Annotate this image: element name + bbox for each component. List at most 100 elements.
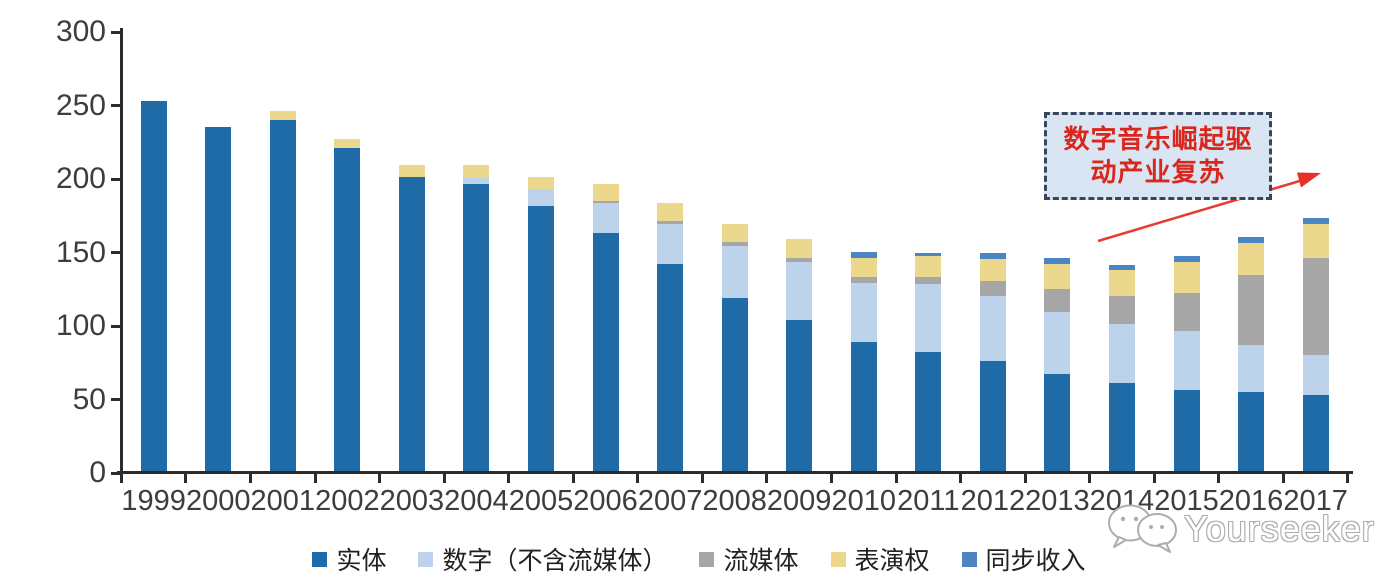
bar-segment-2012 (979, 360, 1006, 471)
x-axis-label-2004: 2004 (444, 485, 509, 517)
bar-segment-2015 (1173, 262, 1200, 294)
x-tick (313, 474, 317, 483)
bar-segment-2012 (979, 259, 1006, 282)
y-tick (111, 324, 120, 328)
x-axis-label-2002: 2002 (315, 485, 380, 517)
bar-segment-2016 (1238, 344, 1265, 392)
bar-segment-2016 (1238, 275, 1265, 345)
x-tick (1346, 474, 1350, 483)
bar-segment-2017 (1302, 218, 1329, 225)
x-tick (1152, 474, 1156, 483)
x-axis-label-2003: 2003 (379, 485, 445, 517)
bar-segment-2014 (1108, 296, 1135, 324)
x-axis-label-1999: 1999 (121, 485, 186, 517)
x-axis-label-2001: 2001 (250, 485, 316, 517)
x-tick (442, 474, 446, 483)
x-axis-label-2007: 2007 (637, 485, 703, 517)
bar-segment-2003 (398, 177, 425, 471)
x-axis-label-2008: 2008 (702, 485, 767, 517)
bar-segment-2008 (721, 224, 748, 242)
bar-segment-2010 (850, 341, 877, 471)
bar-segment-2017 (1302, 354, 1329, 395)
bar-segment-2015 (1173, 256, 1200, 263)
annotation-box: 数字音乐崛起驱 动产业复苏 (1044, 112, 1272, 200)
bar-segment-2005 (528, 188, 554, 207)
x-tick (378, 474, 382, 483)
bar-segment-2009 (786, 262, 813, 320)
y-tick (111, 251, 120, 254)
bar-segment-2007 (657, 263, 684, 471)
bar-segment-2015 (1173, 293, 1200, 332)
x-axis-label-2015: 2015 (1154, 485, 1219, 517)
y-axis-line (120, 28, 123, 474)
bar-segment-2011 (915, 253, 942, 257)
x-axis-label-2009: 2009 (766, 485, 832, 517)
bar-segment-2007 (657, 224, 684, 264)
bar-segment-2007 (657, 221, 684, 225)
bar-segment-2013 (1044, 312, 1071, 374)
bar-segment-2004 (463, 165, 490, 179)
y-tick (111, 398, 120, 401)
legend-swatch (418, 551, 434, 567)
bar-segment-2006 (592, 203, 619, 233)
legend-swatch (699, 551, 715, 567)
bar-segment-2015 (1173, 331, 1200, 391)
bar-segment-2006 (592, 184, 619, 201)
legend-swatch (961, 551, 977, 567)
bar-segment-2001 (269, 119, 296, 471)
bar-segment-2016 (1238, 243, 1265, 276)
bar-segment-2013 (1044, 257, 1071, 264)
legend-label: 同步收入 (985, 547, 1086, 575)
x-tick (829, 474, 833, 483)
legend-item: 表演权 (830, 541, 930, 577)
bar-segment-2004 (463, 184, 490, 471)
y-axis-label: 200 (55, 162, 106, 195)
bar-segment-2010 (850, 282, 877, 342)
y-tick (111, 30, 120, 34)
x-tick (1023, 474, 1027, 483)
y-tick (111, 471, 120, 475)
x-axis-label-2012: 2012 (960, 485, 1026, 517)
legend-swatch (312, 551, 328, 567)
bar-segment-2016 (1238, 237, 1265, 244)
bar-segment-2010 (850, 251, 877, 258)
legend: 实体 数字（不含流媒体） 流媒体 表演权 同步收入 (0, 541, 1398, 577)
y-axis-label: 150 (55, 235, 106, 269)
bar-segment-2013 (1044, 288, 1071, 313)
x-tick (1281, 474, 1285, 483)
x-tick (119, 474, 123, 483)
x-axis-label-2017: 2017 (1283, 485, 1348, 517)
bar-segment-2007 (657, 203, 684, 222)
x-axis-label-2006: 2006 (573, 485, 638, 517)
bar-segment-2015 (1173, 390, 1200, 471)
x-axis-label-2010: 2010 (831, 485, 896, 517)
bar-segment-1999 (140, 100, 167, 471)
bar-segment-2017 (1302, 257, 1329, 355)
y-tick (111, 177, 120, 181)
x-tick (894, 474, 898, 483)
bar-segment-2014 (1108, 324, 1135, 383)
legend-swatch (830, 551, 846, 567)
x-tick (1088, 474, 1092, 483)
watermark-text: Yourseeker (1184, 508, 1375, 549)
bar-segment-2014 (1108, 269, 1135, 297)
bar-segment-2000 (205, 127, 232, 471)
x-tick (959, 474, 963, 483)
bar-segment-2003 (398, 165, 425, 177)
legend-item: 同步收入 (961, 541, 1086, 577)
bar-segment-2009 (786, 319, 813, 471)
bar-segment-2017 (1302, 224, 1329, 258)
x-axis-label-2011: 2011 (897, 485, 960, 517)
y-axis-label: 0 (89, 456, 106, 489)
legend-label: 流媒体 (723, 547, 799, 575)
bar-segment-2005 (528, 206, 554, 471)
x-tick (249, 474, 253, 483)
bar-segment-2016 (1238, 391, 1265, 471)
y-axis-label: 300 (55, 15, 106, 48)
x-axis-label-2000: 2000 (185, 485, 251, 517)
bar-segment-2008 (721, 297, 748, 471)
bar-segment-2014 (1108, 382, 1135, 471)
bar-segment-2011 (915, 276, 942, 285)
x-tick (765, 474, 769, 483)
